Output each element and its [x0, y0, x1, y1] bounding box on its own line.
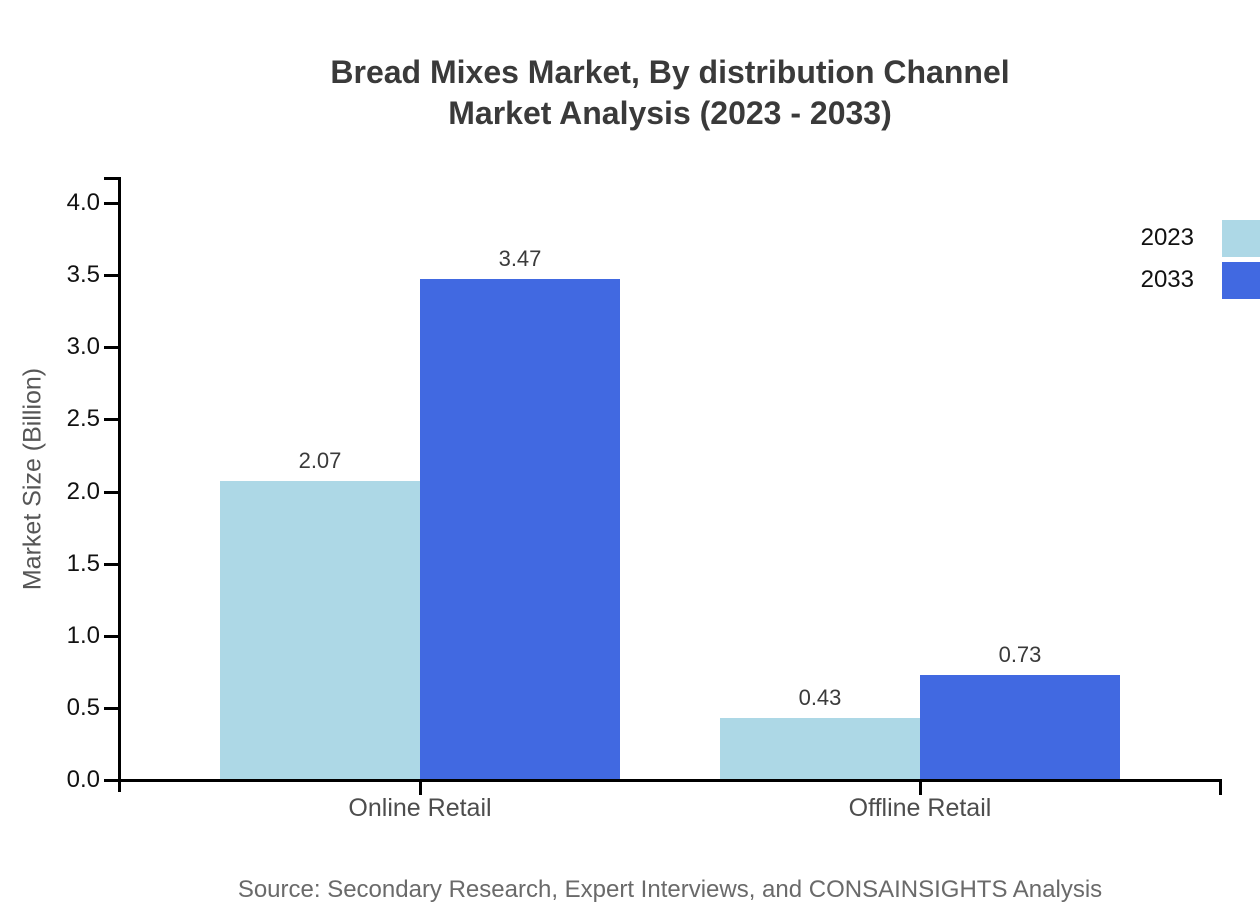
- y-tick-label: 3.0: [66, 333, 100, 361]
- x-tick-mark: [919, 782, 922, 795]
- legend: 2023 2033: [1141, 219, 1260, 303]
- y-axis-line: [118, 177, 121, 792]
- bar-2033-offline-retail: [920, 674, 1120, 779]
- y-tick-mark: [104, 634, 118, 638]
- legend-label-2023: 2023: [1140, 224, 1194, 251]
- chart-title-line1: Bread Mixes Market, By distribution Chan…: [330, 54, 1010, 90]
- x-category-label-online-retail: Online Retail: [348, 794, 492, 822]
- y-tick-mark: [104, 562, 118, 566]
- source-note: Source: Secondary Research, Expert Inter…: [237, 876, 1103, 903]
- y-tick-label: 4.0: [66, 189, 100, 216]
- bar-2023-online-retail: [220, 481, 420, 779]
- y-tick-label: 0.0: [66, 766, 100, 793]
- chart-title: Bread Mixes Market, By distribution Chan…: [120, 52, 1220, 134]
- x-tick-mark: [419, 782, 422, 795]
- y-tick-label: 2.0: [66, 477, 100, 505]
- y-tick-label: 2.5: [66, 405, 100, 433]
- y-tick-label: 3.5: [66, 261, 100, 289]
- value-label-2023-online-retail: 2.07: [298, 448, 342, 474]
- chart-title-line2: Market Analysis (2023 - 2033): [448, 95, 892, 131]
- value-label-2033-online-retail: 3.47: [498, 246, 542, 272]
- y-tick-label: 0.5: [66, 693, 100, 721]
- x-axis-line: [118, 779, 1222, 782]
- y-tick-mark: [104, 418, 118, 422]
- legend-swatch-2023: [1222, 219, 1260, 257]
- y-tick-label: 1.5: [66, 549, 100, 577]
- y-tick-mark: [104, 346, 118, 350]
- y-axis-end-cap: [104, 177, 121, 180]
- x-axis-end-cap: [1219, 779, 1222, 795]
- y-tick-label: 1.0: [66, 621, 100, 649]
- legend-row-2023: 2023: [1141, 219, 1260, 257]
- y-tick-mark: [104, 274, 118, 278]
- legend-swatch-2033: [1222, 261, 1260, 299]
- y-tick-mark: [104, 779, 118, 782]
- y-tick-mark: [104, 202, 118, 205]
- y-tick-mark: [104, 706, 118, 710]
- y-tick-mark: [104, 490, 118, 494]
- legend-label-2033: 2033: [1140, 266, 1194, 293]
- legend-row-2033: 2033: [1141, 261, 1260, 299]
- bar-2033-online-retail: [420, 279, 620, 779]
- x-category-label-offline-retail: Offline Retail: [848, 794, 992, 822]
- value-label-2023-offline-retail: 0.43: [798, 684, 842, 710]
- value-label-2033-offline-retail: 0.73: [998, 641, 1042, 667]
- bar-2023-offline-retail: [720, 717, 920, 779]
